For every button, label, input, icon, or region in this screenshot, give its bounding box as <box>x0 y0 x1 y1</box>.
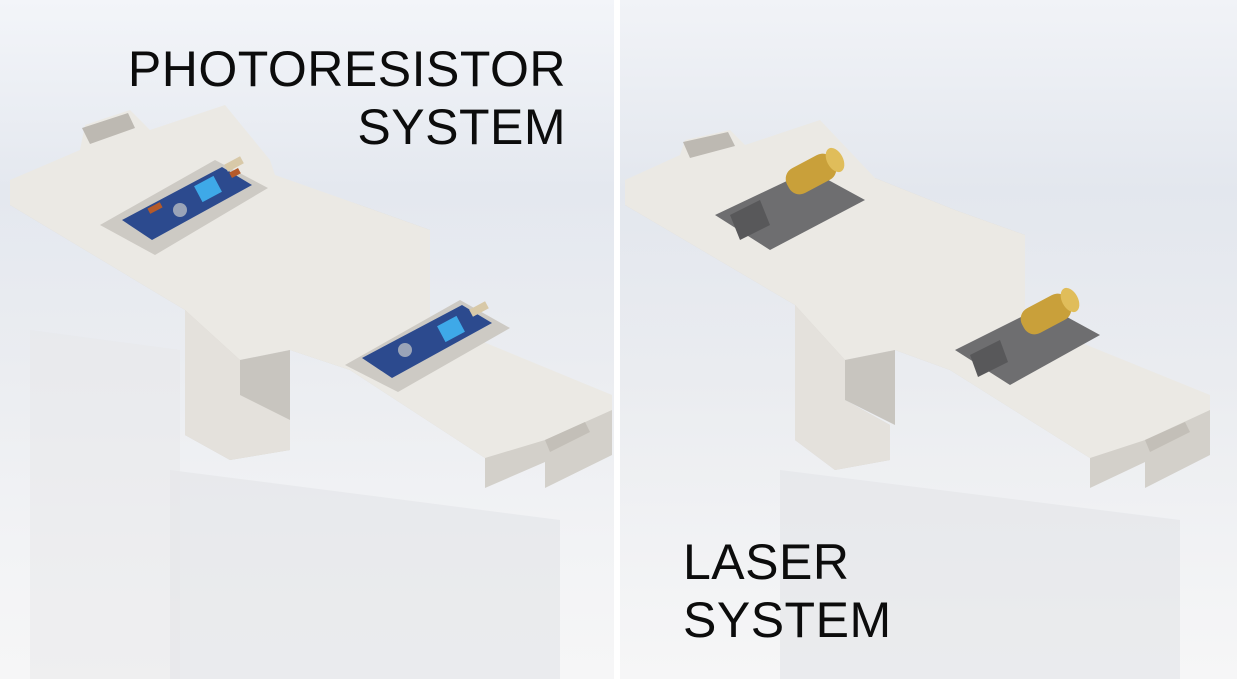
laser-caption-line1: LASER <box>683 534 850 590</box>
laser-caption: LASER SYSTEM <box>683 533 892 649</box>
laser-panel: LASER SYSTEM <box>620 0 1237 679</box>
laser-module-1 <box>715 147 865 250</box>
bracket-top-face <box>625 120 1210 458</box>
laser-render <box>625 120 1210 679</box>
panel-divider <box>614 0 620 679</box>
photoresistor-caption: PHOTORESISTOR SYSTEM <box>128 40 566 156</box>
photoresistor-caption-line1: PHOTORESISTOR <box>127 41 566 97</box>
photoresistor-render <box>10 105 612 679</box>
photoresistor-panel: PHOTORESISTOR SYSTEM <box>0 0 614 679</box>
laser-caption-line2: SYSTEM <box>683 592 892 648</box>
photoresistor-sensor-1 <box>100 156 268 255</box>
photoresistor-sensor-2 <box>345 300 510 392</box>
laser-module-2 <box>955 287 1100 385</box>
bracket-hook <box>185 310 290 460</box>
photoresistor-caption-line2: SYSTEM <box>357 99 566 155</box>
bracket-hook <box>795 305 890 470</box>
